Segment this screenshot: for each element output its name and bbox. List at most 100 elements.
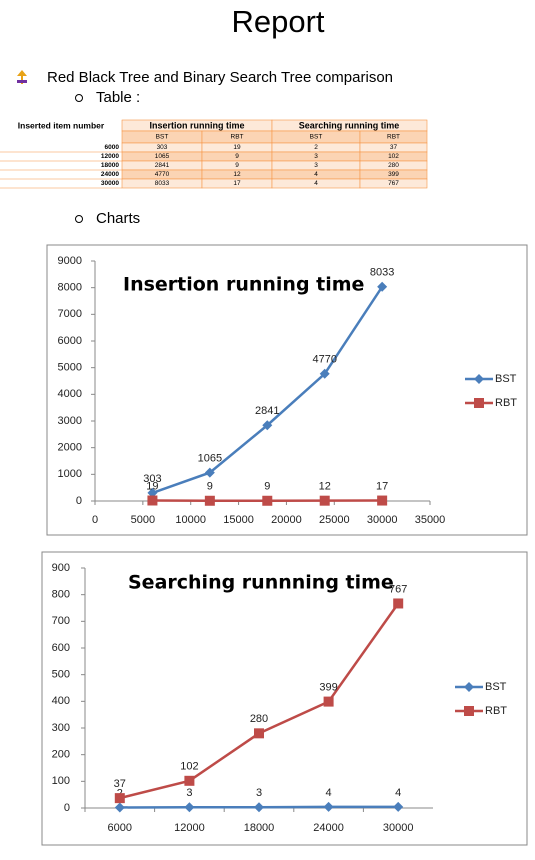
y-tick-label: 8000 xyxy=(58,282,82,294)
cell: 37 xyxy=(390,144,398,151)
data-label: 4 xyxy=(395,787,401,799)
marker xyxy=(204,495,215,506)
marker xyxy=(184,775,195,786)
x-tick-label: 25000 xyxy=(319,514,350,526)
marker xyxy=(254,802,264,813)
y-tick-label: 1000 xyxy=(58,468,82,480)
table-header: Insertion running time xyxy=(149,120,244,130)
legend-label: RBT xyxy=(495,397,517,409)
cell: RBT xyxy=(231,134,244,141)
bullet-text: Red Black Tree and Binary Search Tree co… xyxy=(47,69,393,86)
cell: 30000 xyxy=(101,180,119,187)
x-tick-label: 15000 xyxy=(223,514,254,526)
marker xyxy=(464,682,474,692)
marker xyxy=(474,374,484,384)
legend-label: BST xyxy=(495,373,517,385)
y-tick-label: 2000 xyxy=(58,442,82,454)
x-tick-label: 30000 xyxy=(383,822,414,834)
marker xyxy=(262,420,273,431)
chart-title: Searching runnning time xyxy=(128,572,394,594)
marker xyxy=(254,728,264,739)
y-tick-label: 700 xyxy=(52,615,70,627)
data-label: 767 xyxy=(389,583,407,595)
data-label: 102 xyxy=(180,761,198,773)
cell: 3 xyxy=(314,153,318,160)
y-tick-label: 3000 xyxy=(58,415,82,427)
cell: 303 xyxy=(157,144,168,151)
cell: 399 xyxy=(388,171,399,178)
cell: 8033 xyxy=(155,180,170,187)
data-label: 8033 xyxy=(370,267,394,279)
table-header: Searching running time xyxy=(299,120,400,130)
cell: 102 xyxy=(388,153,399,160)
y-tick-label: 600 xyxy=(52,642,70,654)
series-line xyxy=(152,286,384,495)
data-label: 3 xyxy=(186,787,192,799)
cell: 18000 xyxy=(101,162,119,169)
series-line xyxy=(119,602,400,800)
marker xyxy=(114,802,125,813)
chart-title: Insertion running time xyxy=(123,274,364,296)
legend-label: BST xyxy=(485,681,507,693)
table: Inserted item number Insertion running ti… xyxy=(0,119,428,189)
x-tick-label: 35000 xyxy=(415,514,446,526)
data-label: 3 xyxy=(256,787,262,799)
y-tick-label: 400 xyxy=(52,695,70,707)
sub-bullet xyxy=(75,94,83,102)
y-tick-label: 800 xyxy=(52,589,70,601)
cell: 6000 xyxy=(105,144,120,151)
cell: 4 xyxy=(314,171,318,178)
data-label: 399 xyxy=(319,682,337,694)
marker xyxy=(323,696,334,707)
sub-item: Table : xyxy=(96,89,140,106)
y-tick-label: 200 xyxy=(52,749,70,761)
bullet-icon xyxy=(17,70,27,84)
marker xyxy=(377,281,388,292)
cell: 1065 xyxy=(155,153,170,160)
data-label: 303 xyxy=(143,473,161,485)
marker xyxy=(147,487,158,498)
data-label: 9 xyxy=(264,481,270,493)
cell-bg xyxy=(359,178,428,189)
cell: 9 xyxy=(235,153,239,160)
cell: RBT xyxy=(387,134,400,141)
sub-bullet xyxy=(75,215,83,223)
cell: 9 xyxy=(235,162,239,169)
cell: 2841 xyxy=(155,162,170,169)
marker xyxy=(319,495,330,506)
data-label: 9 xyxy=(207,481,213,493)
cell: 280 xyxy=(388,162,399,169)
chart-frame xyxy=(46,244,528,536)
marker xyxy=(464,706,474,716)
cell: 17 xyxy=(233,180,241,187)
x-tick-label: 18000 xyxy=(244,822,275,834)
y-tick-label: 900 xyxy=(52,562,70,574)
marker xyxy=(377,495,388,506)
x-tick-label: 5000 xyxy=(131,514,155,526)
sub-item: Charts xyxy=(96,210,140,227)
cell: 4 xyxy=(314,180,318,187)
data-label: 4770 xyxy=(312,354,336,366)
y-tick-label: 0 xyxy=(76,495,82,507)
y-tick-label: 500 xyxy=(52,669,70,681)
y-tick-label: 100 xyxy=(52,775,70,787)
y-tick-label: 5000 xyxy=(58,362,82,374)
chart-frame xyxy=(41,551,528,846)
page-title: Report xyxy=(231,4,324,39)
y-tick-label: 0 xyxy=(64,802,70,814)
data-label: 17 xyxy=(376,480,388,492)
marker xyxy=(393,598,404,609)
x-tick-label: 12000 xyxy=(174,822,205,834)
marker xyxy=(114,793,125,804)
marker xyxy=(393,801,404,812)
x-tick-label: 30000 xyxy=(367,514,398,526)
table-header: Inserted item number xyxy=(18,120,105,130)
legend-label: RBT xyxy=(485,705,507,717)
cell: 2 xyxy=(314,144,318,151)
marker xyxy=(204,467,215,478)
marker xyxy=(184,802,195,813)
x-tick-label: 10000 xyxy=(175,514,206,526)
data-label: 4 xyxy=(326,787,332,799)
cell: BST xyxy=(156,134,169,141)
cell: 767 xyxy=(388,180,399,187)
